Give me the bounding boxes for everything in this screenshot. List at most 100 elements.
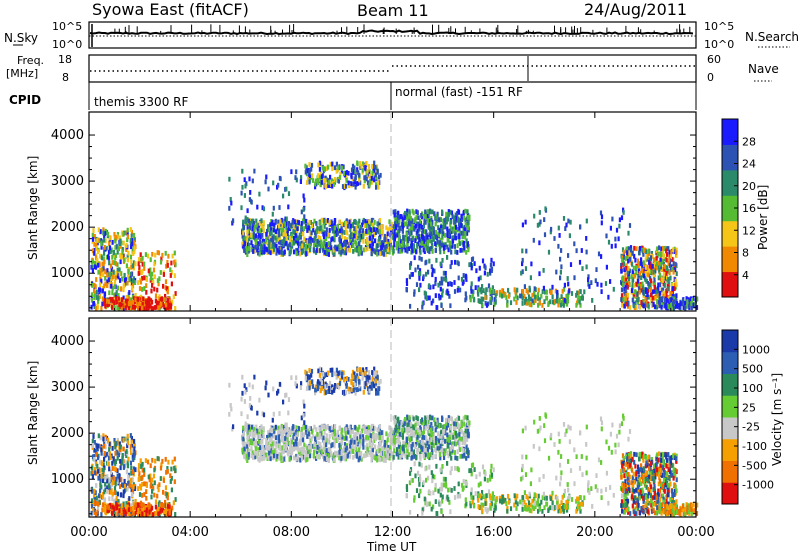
power-cell [663, 298, 667, 303]
power-cell [447, 247, 450, 253]
power-cell [328, 228, 331, 233]
power-cell [370, 251, 373, 257]
velocity-cell [97, 505, 100, 511]
velocity-cell [93, 453, 96, 459]
velocity-cell [125, 449, 128, 454]
velocity-cell [115, 502, 118, 507]
power-cell [267, 249, 270, 255]
power-cell [489, 299, 492, 305]
power-cell [371, 228, 374, 234]
velocity-cell [365, 435, 368, 440]
power-cell [378, 229, 381, 234]
power-cell [635, 305, 638, 310]
velocity-cell [268, 440, 271, 446]
power-cell [629, 245, 633, 250]
power-cell [521, 248, 524, 254]
power-cell [674, 297, 677, 303]
power-cell [393, 242, 396, 248]
velocity-cell [98, 468, 101, 474]
power-cell [125, 298, 128, 304]
power-cell [397, 210, 400, 216]
power-cell [659, 264, 662, 270]
power-cell [392, 224, 395, 229]
power-cell [131, 283, 135, 289]
power-cell [660, 304, 663, 310]
power-cell [93, 304, 96, 309]
power-cell [669, 267, 672, 272]
power-cell [411, 226, 414, 232]
power-cell [465, 295, 468, 301]
power-cell [360, 245, 363, 250]
power-cell [568, 288, 571, 294]
velocity-cell [136, 503, 140, 508]
power-cell [446, 237, 449, 243]
velocity-cell [290, 428, 293, 434]
velocity-cell [103, 457, 106, 462]
velocity-cell [330, 451, 333, 456]
power-cell [399, 239, 402, 244]
power-cell [384, 252, 387, 257]
power-cell [621, 282, 625, 287]
power-cell [420, 213, 423, 218]
velocity-cell [130, 439, 133, 445]
power-cell [414, 267, 417, 273]
cpid-mode-1: themis 3300 RF [94, 95, 188, 109]
power-cell [289, 236, 292, 241]
power-cell [334, 218, 337, 223]
power-cell [96, 295, 99, 300]
power-cell [173, 273, 176, 279]
power-cell [153, 274, 156, 280]
power-cell [531, 292, 534, 298]
velocity-cell [344, 456, 347, 462]
power-cell [335, 161, 338, 167]
power-cell [449, 219, 452, 225]
power-cell [426, 234, 429, 240]
power-cell [621, 247, 625, 253]
power-cell [670, 297, 673, 303]
power-cell [634, 257, 637, 263]
power-cell [295, 238, 298, 244]
power-cell [457, 217, 460, 222]
power-cell [330, 219, 333, 225]
velocity-cell [368, 441, 372, 447]
power-cell [383, 233, 386, 239]
power-cell [412, 244, 415, 250]
power-cell [398, 246, 401, 252]
power-cell [627, 230, 630, 236]
power-cell [401, 240, 404, 246]
power-cell [108, 271, 111, 277]
velocity-cell [129, 511, 132, 517]
power-cell [285, 216, 288, 222]
power-cell [487, 283, 491, 289]
velocity-cell [247, 452, 250, 457]
power-cell [484, 300, 487, 306]
power-cell [153, 305, 156, 310]
power-cell [620, 287, 624, 293]
power-cell [253, 235, 256, 240]
power-cell [330, 178, 333, 184]
power-cell [459, 248, 462, 253]
power-cell [456, 250, 459, 255]
velocity-cell [129, 460, 132, 466]
power-cell [256, 247, 259, 253]
power-cell [438, 217, 441, 223]
power-cell [103, 283, 106, 289]
power-cell [282, 250, 285, 256]
velocity-cell [342, 446, 346, 452]
power-cell [339, 238, 342, 244]
power-cell [567, 218, 570, 224]
power-cell [387, 238, 390, 244]
power-cell [647, 281, 650, 286]
velocity-cell [338, 450, 341, 455]
power-cell [377, 180, 380, 186]
velocity-cell [145, 489, 148, 494]
power-cell [107, 231, 110, 237]
velocity-cell [340, 440, 343, 446]
velocity-cell [315, 434, 318, 440]
power-cell [514, 293, 517, 299]
velocity-cell [306, 434, 309, 439]
power-cell [99, 253, 102, 259]
power-cell [90, 295, 93, 301]
velocity-cell [124, 486, 127, 492]
power-cell [433, 268, 436, 274]
